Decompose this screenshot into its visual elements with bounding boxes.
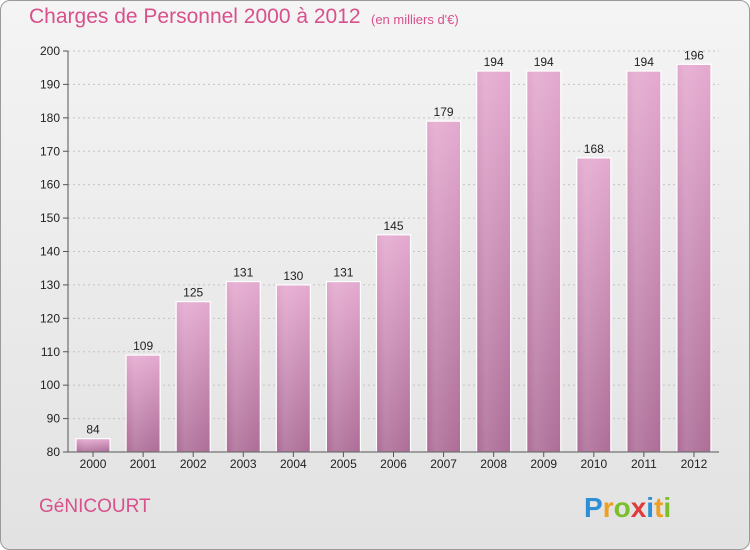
x-tick-label: 2002 xyxy=(180,457,207,471)
y-tick-label: 130 xyxy=(40,278,60,292)
bar-highlight xyxy=(527,72,560,452)
data-label: 194 xyxy=(484,55,504,69)
town-name: GéNICOURT xyxy=(39,496,151,517)
bar-highlight xyxy=(177,302,210,451)
y-tick-label: 120 xyxy=(40,311,60,325)
axis-layer: 80 90 100 110 120 130 140 150 160 170 180 190 200 200… xyxy=(40,44,719,471)
data-label: 131 xyxy=(333,266,353,280)
x-tick-label: 2006 xyxy=(380,457,407,471)
data-label: 84 xyxy=(86,423,100,437)
y-tick-label: 170 xyxy=(40,144,60,158)
bar-highlight xyxy=(327,282,360,451)
bar-layer: 84 109 125 131 130 131 145 179 194 194 168 194 196 xyxy=(75,48,712,453)
x-tick-label: 2011 xyxy=(631,457,657,471)
bar-highlight xyxy=(677,65,710,451)
bar-highlight xyxy=(627,72,660,452)
data-label: 145 xyxy=(383,219,403,233)
x-tick-label: 2012 xyxy=(681,457,708,471)
data-label: 130 xyxy=(283,269,303,283)
x-tick-label: 2008 xyxy=(480,457,507,471)
x-tick-label: 2009 xyxy=(530,457,557,471)
y-tick-label: 90 xyxy=(47,412,61,426)
data-label: 194 xyxy=(534,55,554,69)
chart-subtitle: (en milliers d'€) xyxy=(371,12,459,27)
data-label: 109 xyxy=(133,339,153,353)
y-tick-label: 140 xyxy=(40,245,60,259)
data-label: 196 xyxy=(684,48,704,62)
y-tick-label: 200 xyxy=(40,44,60,58)
bar-highlight xyxy=(577,158,610,451)
x-tick-label: 2001 xyxy=(130,457,157,471)
data-label: 131 xyxy=(233,266,253,280)
data-label: 125 xyxy=(183,286,203,300)
data-label: 168 xyxy=(584,142,604,156)
x-tick-label: 2003 xyxy=(230,457,257,471)
data-label: 179 xyxy=(434,105,454,119)
y-tick-label: 110 xyxy=(41,345,60,359)
x-tick-label: 2007 xyxy=(430,457,457,471)
bar-highlight xyxy=(427,122,460,452)
bar-highlight xyxy=(377,235,410,451)
svg-text:Proxiti: Proxiti xyxy=(584,492,671,523)
bar-highlight xyxy=(227,282,260,451)
x-tick-label: 2005 xyxy=(330,457,357,471)
bar-highlight xyxy=(277,285,310,451)
bar-highlight xyxy=(77,439,110,451)
x-tick-label: 2010 xyxy=(580,457,607,471)
data-label: 194 xyxy=(634,55,654,69)
y-tick-label: 80 xyxy=(47,445,61,459)
y-tick-label: 190 xyxy=(40,77,60,91)
chart-title: Charges de Personnel 2000 à 2012 xyxy=(29,5,361,28)
bar-highlight xyxy=(477,72,510,452)
y-tick-label: 160 xyxy=(40,178,60,192)
y-tick-label: 180 xyxy=(40,111,60,125)
y-tick-label: 150 xyxy=(40,211,60,225)
y-tick-label: 100 xyxy=(40,378,60,392)
proxiti-logo: Proxiti xyxy=(584,492,671,523)
x-tick-label: 2000 xyxy=(80,457,107,471)
x-tick-label: 2004 xyxy=(280,457,307,471)
bar-highlight xyxy=(127,356,160,451)
